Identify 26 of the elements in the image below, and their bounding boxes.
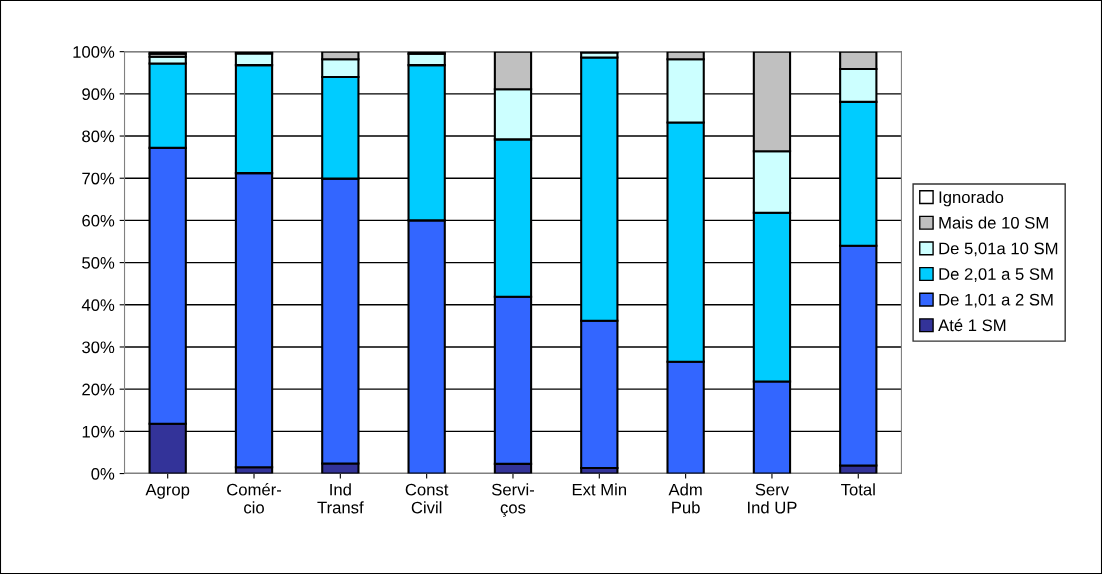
- y-tick-label: 60%: [82, 214, 115, 227]
- legend-label: Mais de 10 SM: [939, 216, 1048, 229]
- y-tick-label: 80%: [82, 130, 115, 143]
- x-tick-label: Ext Min: [572, 483, 627, 496]
- y-tick-label: 90%: [82, 88, 115, 101]
- y-tick-label: 70%: [82, 172, 115, 185]
- x-tick-label: Agrop: [145, 483, 190, 499]
- x-tick-label: Servi- ços: [491, 483, 534, 517]
- legend-label: De 2,01 a 5 SM: [939, 268, 1053, 282]
- x-tick-label: Total: [841, 483, 875, 496]
- legend-label: De 5,01a 10 SM: [939, 242, 1058, 257]
- x-tick-label: Comér- cio: [227, 483, 282, 514]
- legend-label: Até 1 SM: [938, 318, 1006, 332]
- x-tick-label: Ind Transf: [317, 483, 364, 514]
- y-tick-label: 20%: [82, 383, 115, 396]
- y-tick-label: 0%: [91, 467, 115, 480]
- y-tick-label: 50%: [82, 257, 115, 269]
- legend-label: Ignorado: [939, 190, 1004, 207]
- x-tick-label: Const Civil: [405, 483, 449, 514]
- y-tick-label: 40%: [81, 299, 115, 311]
- legend-label: De 1,01 a 2 SM: [939, 293, 1053, 308]
- x-tick-label: Serv Ind UP: [748, 483, 797, 514]
- y-tick-label: 30%: [82, 341, 115, 354]
- y-tick-label: 10%: [82, 425, 115, 438]
- x-tick-label: Adm Pub: [668, 483, 702, 514]
- y-tick-label: 100%: [73, 46, 115, 58]
